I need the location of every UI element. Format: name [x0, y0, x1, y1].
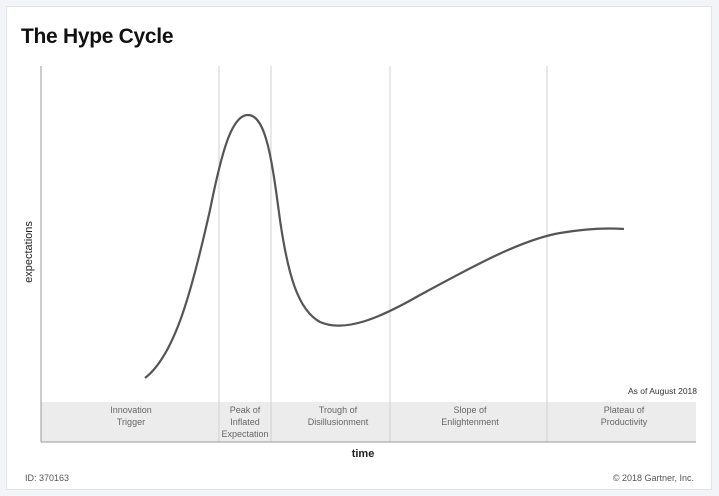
- phase-trough: Trough of Disillusionment: [307, 405, 369, 427]
- hype-curve: [144, 113, 625, 379]
- phase-plateau: Plateau of Productivity: [600, 405, 648, 427]
- y-axis-label: expectations: [23, 221, 35, 283]
- phase-innovation-trigger: Innovation Trigger: [110, 405, 152, 427]
- chart-title: The Hype Cycle: [21, 25, 174, 48]
- document-id: ID: 370163: [25, 473, 70, 483]
- x-axis-label: time: [351, 448, 375, 460]
- phase-slope: Slope of Enlightenment: [441, 405, 499, 427]
- copyright: © 2018 Gartner, Inc.: [612, 473, 694, 483]
- as-of-date: As of August 2018: [628, 386, 697, 396]
- phase-peak: Peak of Inflated Expectation: [221, 405, 269, 439]
- phase-band: [41, 402, 696, 442]
